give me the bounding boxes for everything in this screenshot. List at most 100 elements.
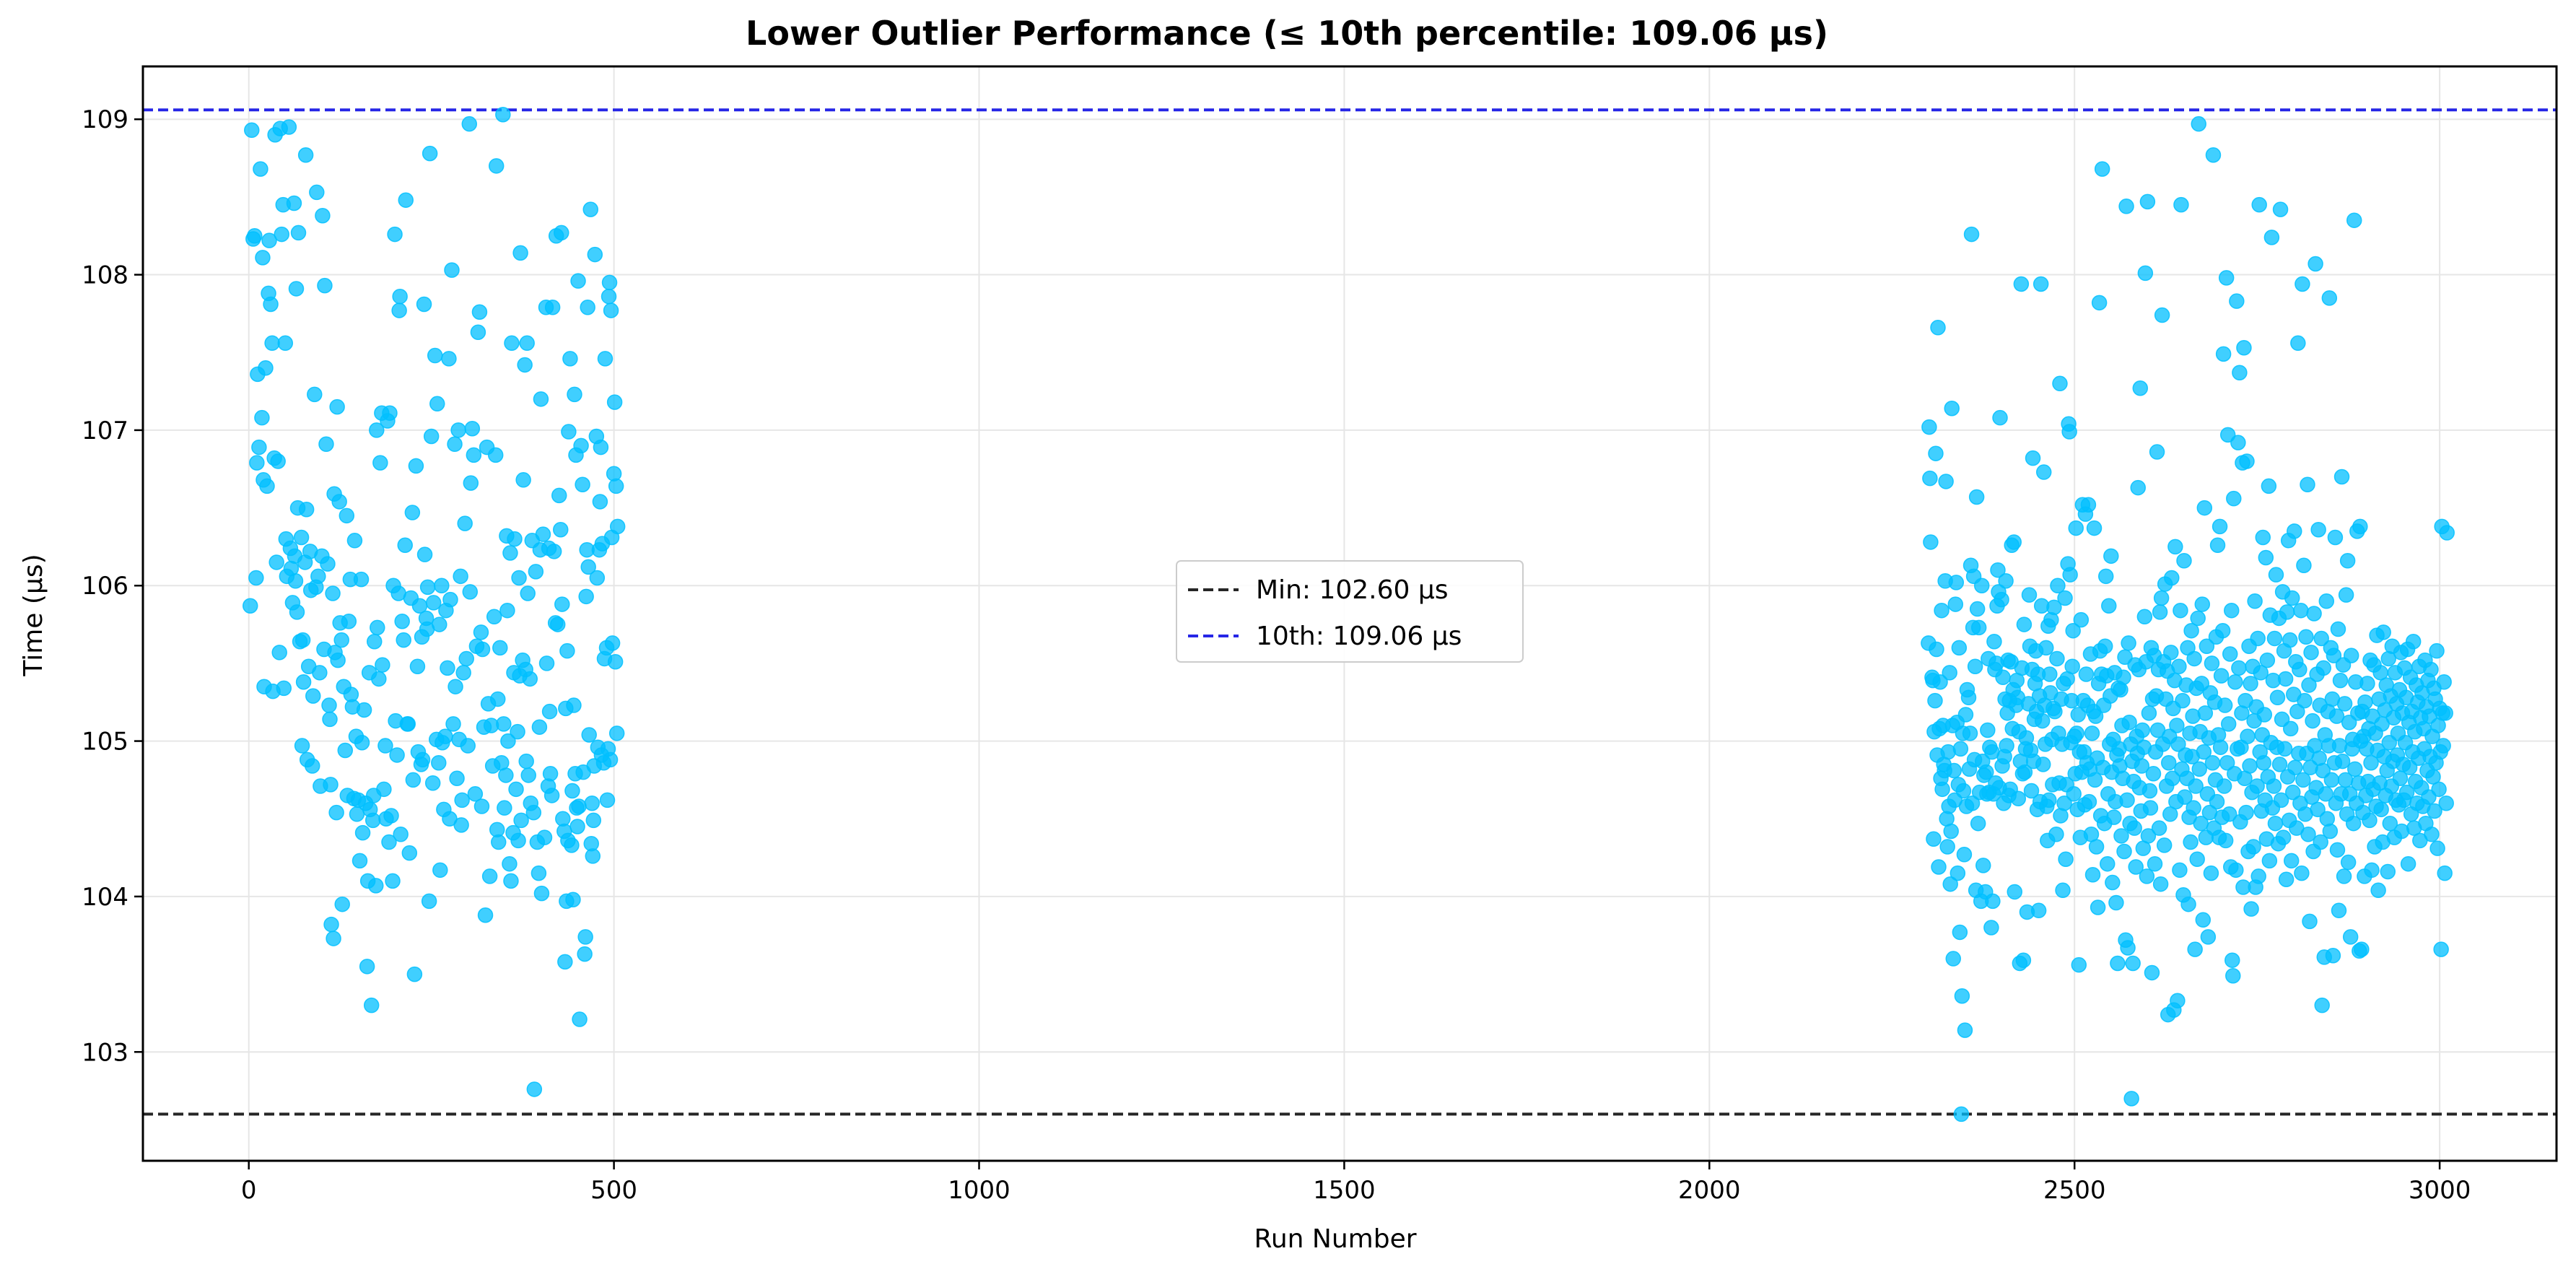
data-point (2364, 862, 2380, 879)
data-point (352, 853, 368, 869)
data-point (2217, 697, 2233, 713)
data-point (554, 596, 570, 612)
data-point (1952, 924, 1968, 941)
data-point (449, 770, 465, 787)
data-point (2047, 703, 2063, 720)
data-point (1928, 445, 1944, 461)
data-point (464, 420, 481, 437)
data-point (512, 245, 528, 261)
data-point (339, 507, 355, 524)
data-point (274, 226, 289, 243)
data-point (2017, 764, 2033, 780)
data-point (2034, 712, 2051, 729)
data-point (268, 554, 284, 570)
data-point (2354, 941, 2370, 957)
data-point (2228, 862, 2244, 879)
data-point (337, 742, 354, 759)
data-point (2315, 660, 2331, 676)
data-point (2289, 703, 2305, 720)
data-point (2173, 196, 2189, 213)
data-point (2084, 867, 2101, 883)
data-point (404, 505, 421, 520)
data-point (2062, 567, 2078, 583)
data-point (2162, 806, 2178, 822)
data-point (608, 478, 624, 494)
data-point (423, 428, 440, 445)
data-point (564, 783, 580, 799)
data-point (2071, 956, 2087, 973)
data-point (2172, 862, 2188, 879)
data-point (2323, 772, 2340, 788)
data-point (601, 288, 617, 305)
data-point (396, 632, 411, 648)
data-point (1963, 226, 1980, 243)
data-point (1983, 920, 1999, 936)
data-point (432, 862, 448, 879)
data-point (2116, 669, 2131, 686)
data-point (369, 422, 385, 438)
data-point (2223, 602, 2240, 619)
data-point (2300, 827, 2316, 842)
data-point (276, 680, 292, 697)
data-point (416, 296, 432, 313)
data-point (2189, 851, 2205, 867)
data-point (401, 845, 418, 861)
data-point (510, 723, 525, 740)
data-point (1942, 665, 1957, 681)
data-point (525, 804, 542, 821)
data-point (422, 145, 438, 162)
data-point (1954, 988, 1970, 1004)
data-point (2126, 820, 2142, 836)
data-point (371, 671, 387, 687)
data-point (1995, 669, 2011, 686)
data-point (2167, 539, 2183, 555)
data-point (2438, 795, 2454, 811)
data-point (394, 614, 410, 629)
data-point (2427, 803, 2442, 819)
x-axis-ticks: 0 500 1000 1500 2000 2500 3000 (241, 1161, 2471, 1205)
data-point (2116, 843, 2132, 860)
data-point (2231, 660, 2247, 676)
y-tick-label: 106 (82, 572, 128, 601)
data-point (2097, 568, 2114, 585)
y-tick-label: 103 (82, 1038, 128, 1067)
data-point (2064, 658, 2080, 674)
data-point (1980, 722, 1996, 738)
plot-frame (141, 65, 2558, 1162)
data-point (502, 855, 518, 872)
data-point (2132, 380, 2149, 396)
data-point (2326, 648, 2342, 663)
data-point (397, 537, 413, 553)
data-point (2113, 828, 2129, 844)
data-point (526, 1081, 543, 1097)
data-point (2429, 642, 2445, 659)
data-point (277, 335, 294, 352)
data-point (542, 766, 559, 782)
data-point (2212, 518, 2228, 535)
data-point (2398, 784, 2415, 801)
data-point (2239, 453, 2255, 469)
data-point (2283, 853, 2300, 869)
data-point (331, 494, 347, 510)
data-point (2433, 941, 2449, 957)
data-point (2030, 902, 2047, 919)
data-point (1922, 470, 1938, 487)
y-axis-label: Time (µs) (19, 554, 48, 676)
data-point (604, 635, 621, 651)
data-point (2224, 952, 2240, 968)
data-point (2226, 490, 2242, 507)
data-point (2243, 901, 2259, 917)
data-point (597, 351, 614, 367)
data-point (385, 873, 401, 889)
data-point (287, 573, 304, 589)
data-point (2247, 593, 2263, 609)
data-point (2400, 855, 2416, 872)
data-point (2238, 804, 2254, 821)
data-point (1978, 764, 1994, 780)
data-point (2357, 694, 2373, 710)
data-point (444, 262, 460, 278)
y-axis-ticks: 103 104 105 106 107 108 109 (82, 105, 143, 1067)
data-point (307, 386, 323, 403)
data-point (381, 834, 397, 850)
